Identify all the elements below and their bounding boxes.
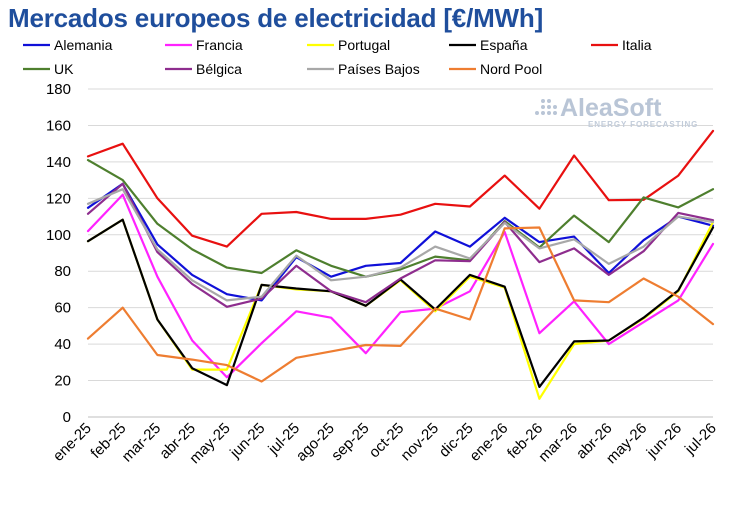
series-line-alemania — [86, 182, 715, 302]
series-line-portugal — [86, 218, 715, 400]
y-tick-label: 100 — [46, 227, 71, 244]
aleasoft-logo-icon — [535, 99, 557, 115]
chart-title: Mercados europeos de electricidad [€/MWh… — [8, 3, 544, 33]
legend-label-espana: España — [480, 37, 528, 53]
series-line-italia — [86, 129, 715, 248]
legend-label-nord-pool: Nord Pool — [480, 61, 542, 77]
y-tick-label: 120 — [46, 190, 71, 207]
legend: Alemania Francia Portugal España Italia UK Bél… — [23, 37, 652, 77]
x-tick-label: sep-25 — [328, 420, 372, 464]
x-tick-label: mar-26 — [535, 420, 581, 466]
legend-label-italia: Italia — [622, 37, 652, 53]
y-tick-label: 80 — [54, 263, 71, 280]
x-tick-label: mar-25 — [119, 420, 165, 466]
series-line-espana — [86, 218, 715, 388]
series-line-uk — [86, 159, 715, 278]
x-tick-label: jul-26 — [681, 420, 720, 459]
series-lines — [86, 129, 715, 400]
watermark-tagline: ENERGY FORECASTING — [588, 120, 698, 129]
legend-label-francia: Francia — [196, 37, 243, 53]
legend-label-uk: UK — [54, 61, 74, 77]
series-line-nord-pool — [86, 226, 715, 383]
x-tick-label: ene-26 — [466, 420, 511, 465]
y-tick-label: 60 — [54, 300, 71, 317]
series-line-belgica — [86, 182, 715, 308]
x-tick-label: jun-26 — [643, 420, 685, 462]
y-tick-label: 20 — [54, 373, 71, 390]
series-line-paises-bajos — [86, 188, 715, 302]
y-tick-label: 180 — [46, 81, 71, 98]
x-tick-label: ago-25 — [293, 420, 338, 465]
aleasoft-watermark: AleaSoft ENERGY FORECASTING — [535, 94, 698, 129]
watermark-brand: AleaSoft — [560, 94, 662, 122]
legend-label-alemania: Alemania — [54, 37, 113, 53]
legend-label-belgica: Bélgica — [196, 61, 242, 77]
gridlines — [88, 88, 713, 382]
y-tick-label: 40 — [54, 336, 71, 353]
y-tick-label: 160 — [46, 117, 71, 134]
legend-label-paises-bajos: Países Bajos — [338, 61, 420, 77]
x-tick-label: ene-25 — [50, 420, 95, 465]
y-tick-label: 140 — [46, 154, 71, 171]
x-tick-label: nov-25 — [398, 420, 442, 464]
y-tick-label: 0 — [63, 409, 71, 426]
legend-label-portugal: Portugal — [338, 37, 390, 53]
series-line-francia — [86, 193, 715, 379]
x-tick-label: jun-25 — [226, 420, 268, 462]
